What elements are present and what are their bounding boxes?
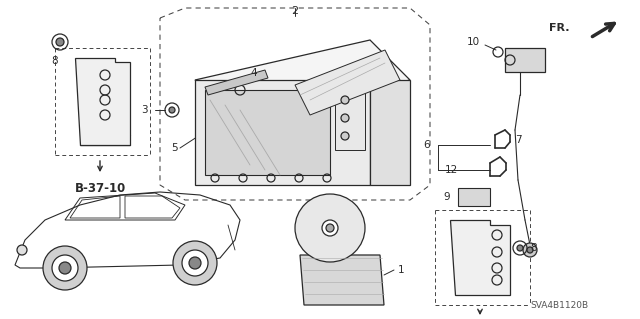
Text: SVA4B1120B: SVA4B1120B bbox=[530, 300, 588, 309]
Polygon shape bbox=[295, 50, 400, 115]
Text: 9: 9 bbox=[444, 192, 450, 202]
Polygon shape bbox=[75, 58, 130, 145]
Text: 2: 2 bbox=[291, 6, 299, 16]
Text: 10: 10 bbox=[467, 37, 480, 47]
Circle shape bbox=[341, 132, 349, 140]
Polygon shape bbox=[300, 255, 384, 305]
Polygon shape bbox=[195, 80, 370, 185]
Polygon shape bbox=[205, 70, 268, 95]
Circle shape bbox=[56, 38, 64, 46]
Circle shape bbox=[43, 246, 87, 290]
Circle shape bbox=[17, 245, 27, 255]
Polygon shape bbox=[335, 90, 365, 150]
Polygon shape bbox=[205, 90, 330, 175]
Polygon shape bbox=[450, 220, 510, 295]
Circle shape bbox=[341, 96, 349, 104]
Text: 8: 8 bbox=[530, 243, 536, 253]
Circle shape bbox=[523, 243, 537, 257]
Text: 12: 12 bbox=[445, 165, 458, 175]
Bar bbox=[458, 188, 490, 206]
Circle shape bbox=[52, 255, 78, 281]
Text: FR.: FR. bbox=[550, 23, 570, 33]
Polygon shape bbox=[505, 48, 545, 72]
Circle shape bbox=[527, 247, 533, 253]
Polygon shape bbox=[370, 80, 410, 185]
Text: 5: 5 bbox=[172, 143, 178, 153]
Text: 1: 1 bbox=[398, 265, 404, 275]
Circle shape bbox=[189, 257, 201, 269]
Circle shape bbox=[341, 114, 349, 122]
Circle shape bbox=[326, 224, 334, 232]
Circle shape bbox=[322, 220, 338, 236]
Polygon shape bbox=[195, 40, 410, 120]
Text: B-37-10: B-37-10 bbox=[74, 182, 125, 195]
Ellipse shape bbox=[295, 194, 365, 262]
Text: B-37-10: B-37-10 bbox=[454, 318, 506, 319]
Text: 6: 6 bbox=[424, 140, 430, 150]
Text: 8: 8 bbox=[52, 56, 58, 66]
Circle shape bbox=[182, 250, 208, 276]
Text: 3: 3 bbox=[141, 105, 148, 115]
Circle shape bbox=[169, 107, 175, 113]
Circle shape bbox=[173, 241, 217, 285]
Circle shape bbox=[517, 245, 523, 251]
Text: 7: 7 bbox=[515, 135, 522, 145]
Circle shape bbox=[59, 262, 71, 274]
Text: 4: 4 bbox=[250, 68, 257, 78]
